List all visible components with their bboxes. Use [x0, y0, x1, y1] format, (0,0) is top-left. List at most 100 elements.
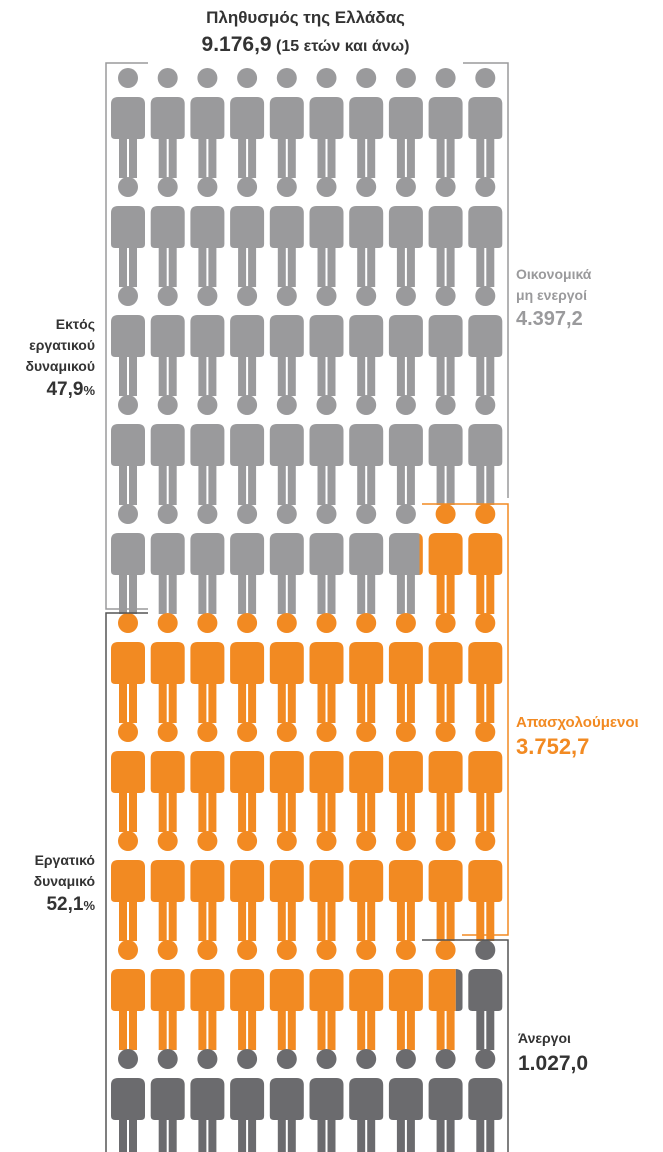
person-icon [309, 286, 344, 396]
person-icon [388, 940, 423, 1050]
person-icon [388, 177, 423, 287]
person-icon [230, 722, 265, 832]
person-icon [230, 286, 265, 396]
person-icon [150, 831, 185, 941]
person-icon [388, 286, 423, 396]
person-icon [190, 286, 225, 396]
person-icon [111, 395, 145, 505]
person-icon [388, 722, 423, 832]
person-icon [190, 940, 225, 1050]
person-icon [230, 68, 265, 178]
person-icon [190, 722, 225, 832]
label-inactive: Οικονομικά μη ενεργοί 4.397,2 [516, 264, 591, 330]
bracket-unemployed [422, 939, 509, 1152]
person-icon [428, 177, 463, 287]
person-icon [349, 68, 384, 178]
person-icon [111, 504, 145, 614]
person-icon [230, 395, 265, 505]
person-icon [230, 504, 265, 614]
label-outside-line2: εργατικού [29, 337, 95, 353]
person-icon [150, 395, 185, 505]
total-population-value: 9.176,9 [201, 33, 272, 56]
person-icon [468, 68, 503, 178]
label-unemployed: Άνεργοι 1.027,0 [518, 1028, 588, 1074]
person-icon [428, 395, 463, 505]
person-icon [230, 1049, 265, 1152]
person-icon [349, 940, 384, 1050]
person-icon [468, 177, 503, 287]
label-employed: Απασχολούμενοι 3.752,7 [516, 712, 639, 759]
person-icon [468, 395, 503, 505]
person-icon [269, 68, 304, 178]
person-icon [428, 286, 463, 396]
inactive-value: 4.397,2 [516, 308, 583, 330]
person-icon [388, 68, 423, 178]
person-icon [349, 613, 384, 723]
person-icon [230, 177, 265, 287]
person-icon [111, 286, 145, 396]
person-icon [349, 286, 384, 396]
person-icon [309, 68, 344, 178]
person-icon [111, 613, 145, 723]
chart-subtitle: 9.176,9 (15 ετών και άνω) [0, 33, 611, 57]
person-icon [428, 831, 463, 941]
person-icon [388, 613, 423, 723]
person-icon [269, 395, 304, 505]
person-icon [150, 940, 185, 1050]
person-icon [468, 940, 503, 1050]
person-icon [349, 177, 384, 287]
person-icon [428, 613, 463, 723]
person-icon [428, 722, 463, 832]
person-icon [190, 68, 225, 178]
person-icon [388, 504, 423, 614]
person-icon [269, 940, 304, 1050]
person-icon [269, 286, 304, 396]
employed-value: 3.752,7 [516, 734, 590, 759]
person-icon [150, 68, 185, 178]
person-icon [150, 722, 185, 832]
person-icon [428, 504, 463, 614]
label-outside-labor-force: Εκτός εργατικού δυναμικού 47,9% [25, 314, 95, 401]
person-icon [269, 722, 304, 832]
unemployed-value: 1.027,0 [518, 1052, 589, 1075]
bracket-labor-force [105, 612, 148, 1152]
label-employed-line1: Απασχολούμενοι [516, 714, 639, 731]
label-labor-force: Εργατικό δυναμικό 52,1% [34, 850, 95, 916]
person-icon [190, 613, 225, 723]
person-icon [269, 177, 304, 287]
bracket-outside-labor-force [105, 62, 148, 610]
label-inactive-line2: μη ενεργοί [516, 287, 587, 303]
person-icon [230, 613, 265, 723]
person-icon [150, 177, 185, 287]
bracket-inactive [463, 62, 509, 498]
label-unemployed-line1: Άνεργοι [518, 1030, 571, 1046]
person-icon [111, 722, 145, 832]
person-icon [150, 1049, 185, 1152]
person-icon [428, 68, 463, 178]
label-labor-line1: Εργατικό [34, 852, 95, 868]
person-icon [269, 613, 304, 723]
person-icon [111, 940, 145, 1050]
person-icon [150, 613, 185, 723]
person-icon [468, 504, 503, 614]
person-icon [269, 831, 304, 941]
person-icon [388, 395, 423, 505]
person-icon [309, 940, 344, 1050]
person-icon [349, 722, 384, 832]
label-outside-line3: δυναμικού [25, 358, 95, 374]
person-icon [111, 177, 145, 287]
person-icon [468, 613, 503, 723]
person-icon [388, 1049, 423, 1152]
person-icon [468, 1049, 503, 1152]
person-icon [269, 504, 304, 614]
person-icon [468, 722, 503, 832]
person-icon [230, 831, 265, 941]
person-icon [309, 395, 344, 505]
person-icon [150, 504, 185, 614]
age-note: (15 ετών και άνω) [276, 38, 410, 55]
person-icon [190, 395, 225, 505]
chart-title: Πληθυσμός της Ελλάδας [206, 8, 405, 27]
person-icon [309, 177, 344, 287]
person-icon [428, 1049, 463, 1152]
